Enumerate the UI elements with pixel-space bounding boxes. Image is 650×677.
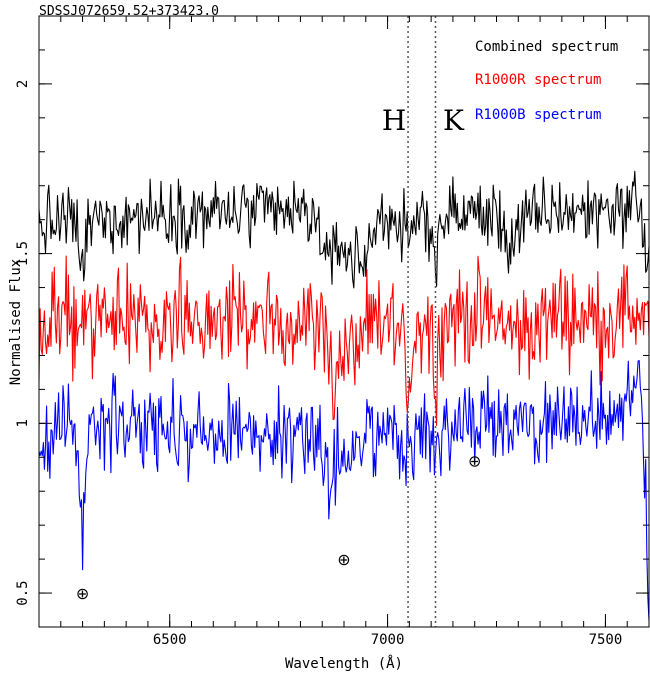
feature-label-h: H [382, 104, 406, 137]
chart-title: SDSSJ072659.52+373423.0 [39, 4, 219, 19]
axis-ticks: 6500 7000 7500 0.5 1 1.5 2 [15, 15, 650, 648]
series-line-3 [38, 360, 650, 621]
legend-entry-1: Combined spectrum [475, 39, 618, 55]
x-tick-label: 7000 [371, 632, 405, 648]
y-tick-label: 2 [15, 80, 31, 88]
y-tick-label: 1.5 [15, 241, 31, 266]
feature-label-k: K [443, 104, 465, 137]
telluric-marker-1: ⊕ [76, 584, 89, 603]
legend: Combined spectrum R1000R spectrum R1000B s… [475, 39, 618, 123]
series-line-2 [38, 255, 650, 426]
x-tick-label: 7500 [589, 632, 623, 648]
legend-entry-2: R1000R spectrum [475, 72, 601, 88]
x-axis-label: Wavelength (Å) [285, 655, 403, 672]
y-tick-label: 0.5 [15, 580, 31, 605]
y-axis-label: Normalised Flux [8, 259, 24, 385]
legend-entry-3: R1000B spectrum [475, 107, 601, 123]
telluric-marker-3: ⊕ [468, 452, 481, 471]
series-line-1 [38, 170, 650, 289]
y-tick-label: 1 [15, 419, 31, 427]
telluric-markers: ⊕ ⊕ ⊕ [76, 452, 482, 603]
telluric-marker-2: ⊕ [337, 550, 350, 569]
x-tick-label: 6500 [153, 632, 187, 648]
series-layer [38, 170, 650, 621]
